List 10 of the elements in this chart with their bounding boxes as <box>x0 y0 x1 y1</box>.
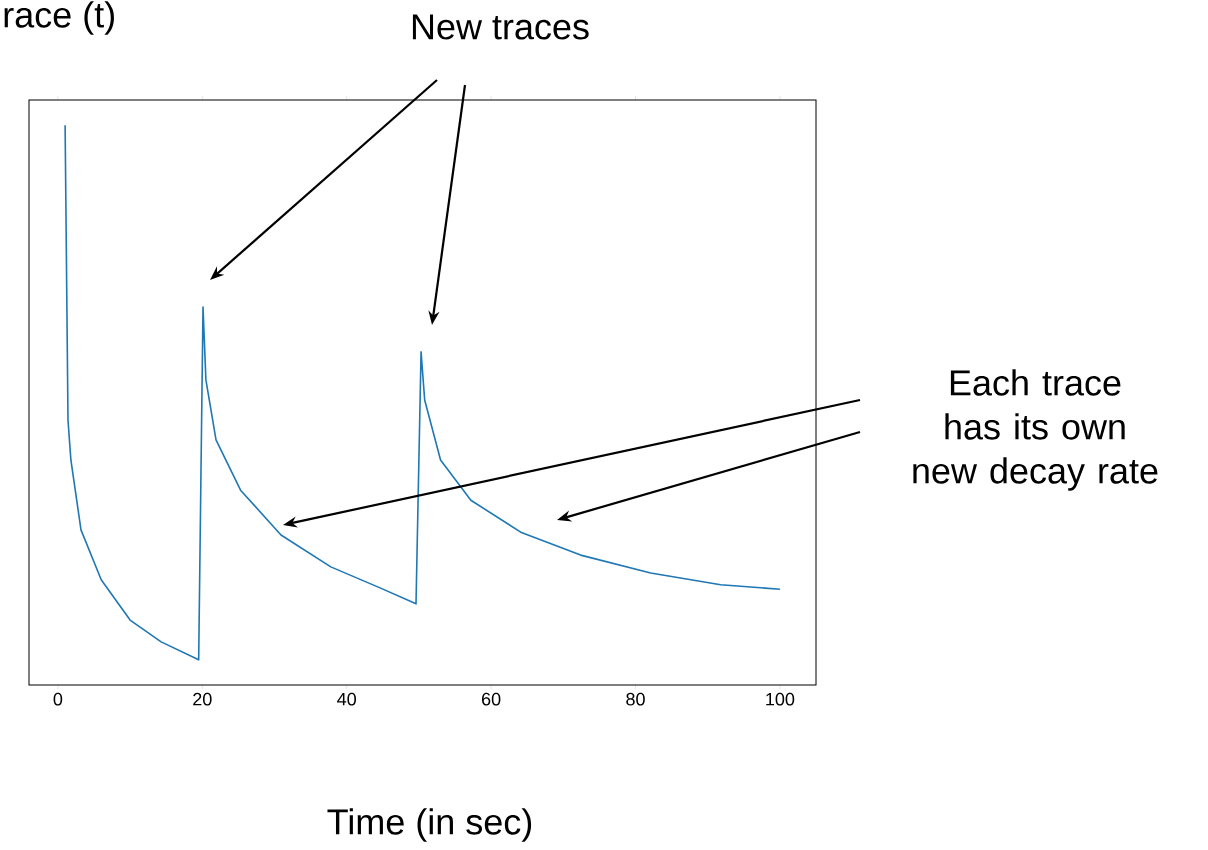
x-tick-label: 40 <box>337 692 357 706</box>
x-tick-label: 0 <box>53 692 63 706</box>
x-tick-label: 60 <box>482 692 501 706</box>
x-tick-label: 80 <box>626 692 645 706</box>
x-tick-label: 100 <box>766 692 795 706</box>
y-axis-title: race (t) <box>4 1 114 35</box>
x-axis-title: Time (in sec) <box>327 808 532 842</box>
x-tick-label: 20 <box>193 692 212 706</box>
text: New traces <box>412 14 589 40</box>
text: Each trace has its own new decay rate <box>913 369 1158 491</box>
